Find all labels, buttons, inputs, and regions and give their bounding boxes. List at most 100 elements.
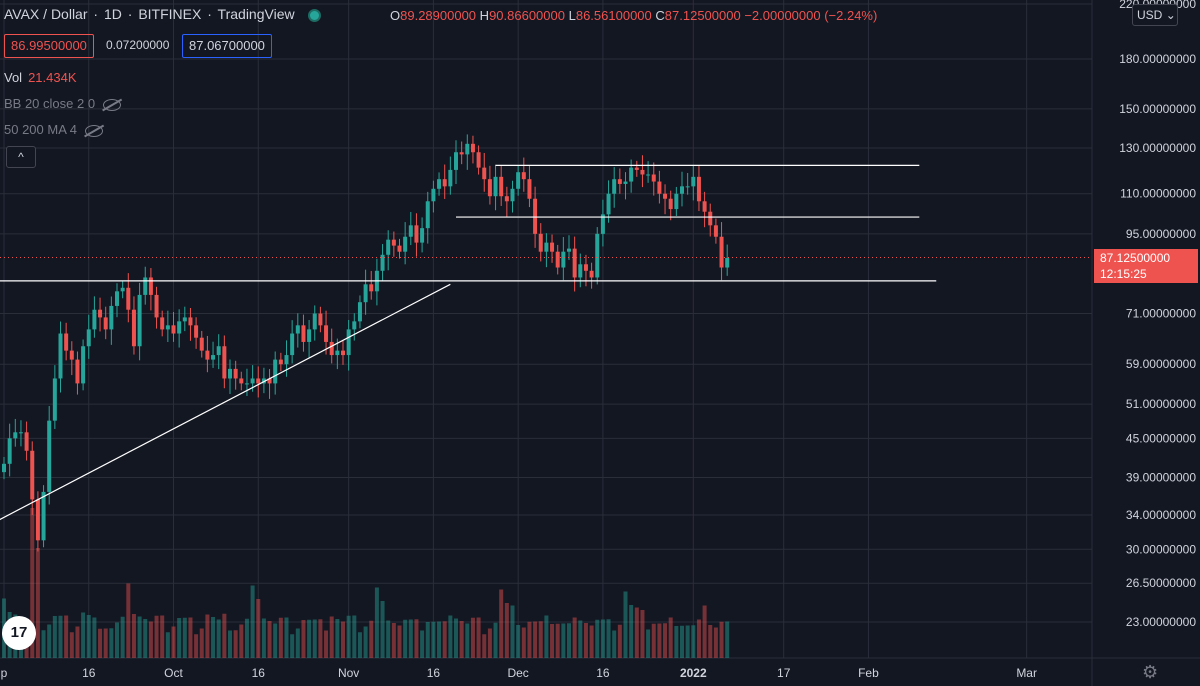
volume-bar [160, 615, 165, 658]
volume-bar [634, 607, 639, 658]
volume-bar [691, 625, 696, 658]
candle-body [527, 179, 532, 199]
y-axis-tick-label: 150.00000000 [1119, 102, 1196, 116]
volume-bar [668, 617, 673, 658]
candle-body [13, 432, 18, 439]
candle-body [267, 378, 272, 384]
candle-body [646, 174, 651, 176]
candle-body [725, 257, 730, 268]
volume-bar [182, 617, 187, 658]
volume-bar [228, 630, 232, 658]
eye-crossed-icon[interactable] [103, 98, 122, 111]
candle-body [256, 378, 261, 384]
candle-body [165, 325, 170, 330]
volume-bar [567, 623, 571, 658]
currency-select[interactable]: USD ⌄ [1132, 4, 1178, 26]
candle-body [86, 329, 91, 347]
volume-bar [137, 616, 142, 658]
last-price-tag: 87.12500000 12:15:25 [1094, 249, 1198, 283]
y-axis-tick-label: 59.00000000 [1126, 357, 1196, 371]
ma-legend[interactable]: 50 200 MA 4 [4, 122, 103, 137]
y-axis-tick-label: 39.00000000 [1126, 470, 1196, 484]
candle-body [188, 317, 193, 326]
interval-label[interactable]: 1D [103, 6, 122, 22]
candle-body [30, 450, 35, 500]
chart-header[interactable]: AVAX / Dollar · 1D · BITFINEX · TradingV… [4, 6, 323, 22]
candle-body [499, 176, 504, 197]
bollinger-legend[interactable]: BB 20 close 2 0 [4, 96, 122, 111]
candle-body [295, 325, 300, 334]
candle-body [177, 321, 182, 334]
y-axis-tick-label: 45.00000000 [1126, 431, 1196, 445]
sell-price-button[interactable]: 86.99500000 [4, 34, 94, 58]
candle-body [318, 313, 323, 326]
candle-body [47, 420, 52, 492]
candle-body [160, 317, 165, 330]
volume-bar [696, 619, 701, 658]
candle-body [369, 284, 374, 292]
candle-body [273, 359, 278, 384]
candle-body [386, 239, 391, 255]
candle-body [521, 172, 526, 180]
candle-body [487, 179, 492, 197]
volume-bar [58, 615, 63, 658]
candle-body [391, 239, 396, 246]
buy-price-button[interactable]: 87.06700000 [182, 34, 272, 58]
volume-bar [295, 628, 300, 658]
volume-bar [363, 626, 368, 658]
tradingview-logo-icon[interactable]: 17 [2, 616, 36, 650]
collapse-legend-button[interactable]: ^ [6, 146, 36, 168]
volume-bar [454, 618, 458, 658]
candle-body [651, 174, 656, 182]
low-value: 86.56100000 [575, 8, 652, 23]
volume-bar [550, 624, 555, 658]
volume-bar [278, 617, 283, 658]
volume-bar [52, 616, 57, 658]
volume-bar [510, 605, 515, 658]
volume-bar [290, 634, 295, 658]
header-sep: · [207, 6, 212, 22]
volume-bar [578, 620, 583, 658]
volume-bar [126, 583, 131, 658]
eye-crossed-icon[interactable] [85, 124, 103, 137]
volume-bar [199, 628, 204, 658]
candle-body [290, 333, 295, 356]
volume-legend[interactable]: Vol 21.434K [4, 70, 77, 85]
candle-body [663, 193, 668, 199]
volume-bar [448, 615, 453, 658]
market-status-icon[interactable] [308, 8, 322, 22]
candle-body [414, 225, 419, 243]
volume-bar [504, 603, 509, 658]
symbol-name[interactable]: AVAX / Dollar [4, 6, 88, 22]
volume-bar [555, 623, 560, 658]
settings-gear-icon[interactable]: ⚙ [1142, 662, 1159, 682]
candle-body [476, 152, 481, 168]
candle-body [352, 321, 357, 330]
x-axis-tick-label: p [1, 666, 8, 680]
bollinger-label: BB 20 close 2 0 [4, 96, 96, 111]
volume-bar [92, 617, 97, 658]
volume-bar [346, 615, 351, 658]
volume-bar [600, 619, 605, 658]
volume-bar [194, 634, 199, 658]
candle-body [69, 350, 74, 360]
candle-body [403, 236, 408, 252]
candle-body [363, 284, 368, 303]
x-axis-tick-label: 16 [252, 666, 266, 680]
volume-bar [369, 620, 374, 658]
volume-bar [267, 621, 272, 658]
volume-bar [41, 630, 46, 658]
y-axis-tick-label: 23.00000000 [1126, 615, 1196, 629]
volume-bar [431, 621, 436, 658]
volume-bar [595, 619, 600, 658]
candle-body [335, 350, 340, 356]
y-axis-tick-label: 95.00000000 [1126, 227, 1196, 241]
volume-bar [482, 634, 487, 658]
x-axis-tick-label: 16 [82, 666, 96, 680]
volume-bar [651, 623, 656, 658]
candle-body [674, 193, 679, 210]
volume-bar [284, 617, 289, 658]
volume-bar [414, 619, 419, 658]
